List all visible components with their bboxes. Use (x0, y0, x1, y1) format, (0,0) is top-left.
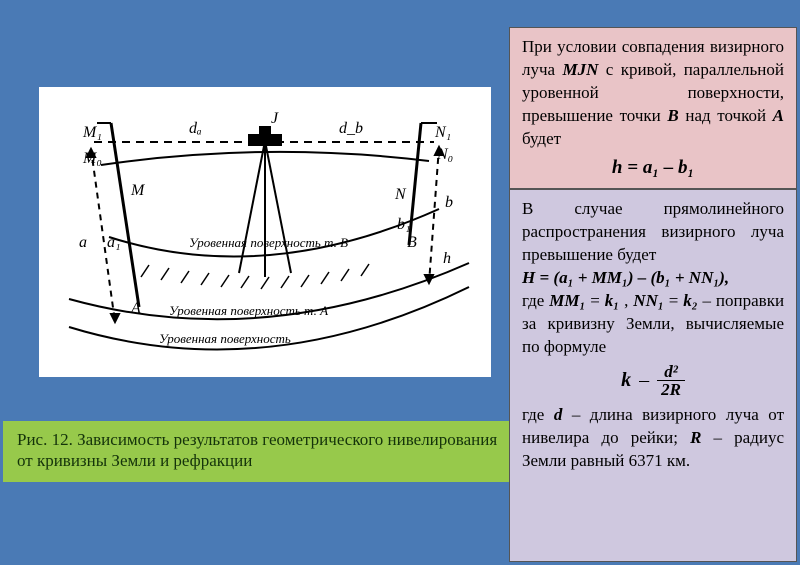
pink-B: B (667, 106, 678, 125)
lbl-surfB: Уровенная поверхность т. B (189, 235, 348, 250)
figure-area: M₁ M₀ M N₁ N₀ N J dₐ d_b a a₁ b₁ b h A B (39, 87, 491, 377)
right-column: При условии совпадения визирного луча MJ… (509, 3, 797, 562)
purple-tail: где d – длина визирного луча от нивелира… (522, 404, 784, 473)
k2: k₂ (683, 291, 697, 310)
pink-panel: При условии совпадения визирного луча MJ… (509, 27, 797, 189)
lbl-a: a (79, 234, 87, 251)
eq2: = (669, 291, 684, 310)
lbl-M: M (130, 182, 146, 199)
nn1: NN₁ (633, 291, 663, 310)
frac-num: d² (657, 363, 685, 381)
purple-panel: В случае прямолинейного распространения … (509, 189, 797, 562)
comma: , (624, 291, 633, 310)
purple-line1: В случае прямолинейного распространения … (522, 198, 784, 267)
lbl-surfA: Уровенная поверхность т. A (169, 303, 328, 318)
lbl-M0: M₀ (82, 150, 102, 167)
eq1: = (590, 291, 605, 310)
top-blue-strip-r (509, 3, 797, 27)
pink-MJN: MJN (562, 60, 598, 79)
txt-where: где (522, 291, 549, 310)
k1: k₁ (605, 291, 619, 310)
lbl-db: d_b (339, 120, 363, 137)
H-rhs: = (a₁ + MM₁) – (b₁ + NN₁), (539, 268, 729, 287)
top-blue-strip (3, 3, 509, 27)
figure-caption: Рис. 12. Зависимость результатов геометр… (3, 421, 509, 482)
left-column: M₁ M₀ M N₁ N₀ N J dₐ d_b a a₁ b₁ b h A B (3, 3, 509, 562)
k-sym: k (621, 367, 631, 394)
sym-d: d (554, 405, 563, 424)
lbl-b: b (445, 194, 453, 211)
lbl-a1: a₁ (107, 234, 121, 251)
pink-A: A (773, 106, 784, 125)
blue-fill (3, 482, 509, 563)
pink-formula: h = a₁ – b₁ (522, 155, 784, 181)
pink-text-3: над точкой (685, 106, 772, 125)
pink-text-4: будет (522, 129, 561, 148)
lbl-N: N (394, 186, 407, 203)
lbl-b1: b₁ (397, 216, 411, 233)
lbl-h: h (443, 250, 451, 267)
lbl-J: J (271, 110, 279, 127)
slide: M₁ M₀ M N₁ N₀ N J dₐ d_b a a₁ b₁ b h A B (0, 0, 800, 565)
H-lhs: H (522, 268, 535, 287)
sym-R: R (690, 428, 701, 447)
purple-Hline: H = (a₁ + MM₁) – (b₁ + NN₁), (522, 267, 784, 290)
tail1: где (522, 405, 554, 424)
frac-den: 2R (657, 381, 685, 398)
k-fraction: k – d² 2R (522, 363, 784, 398)
lbl-B: B (407, 234, 417, 251)
lbl-M1: M₁ (82, 124, 102, 141)
lbl-N1: N₁ (434, 124, 451, 141)
leveling-diagram: M₁ M₀ M N₁ N₀ N J dₐ d_b a a₁ b₁ b h A B (39, 87, 491, 377)
dash-sym: – (639, 367, 649, 394)
mm1: MM₁ (549, 291, 585, 310)
lbl-N0: N₀ (436, 146, 453, 163)
lbl-surf: Уровенная поверхность (159, 331, 291, 346)
lbl-A: A (130, 300, 141, 317)
purple-where: где MM₁ = k₁ , NN₁ = k₂ – поправки за кр… (522, 290, 784, 359)
lbl-da: dₐ (189, 120, 202, 137)
fraction: d² 2R (657, 363, 685, 398)
